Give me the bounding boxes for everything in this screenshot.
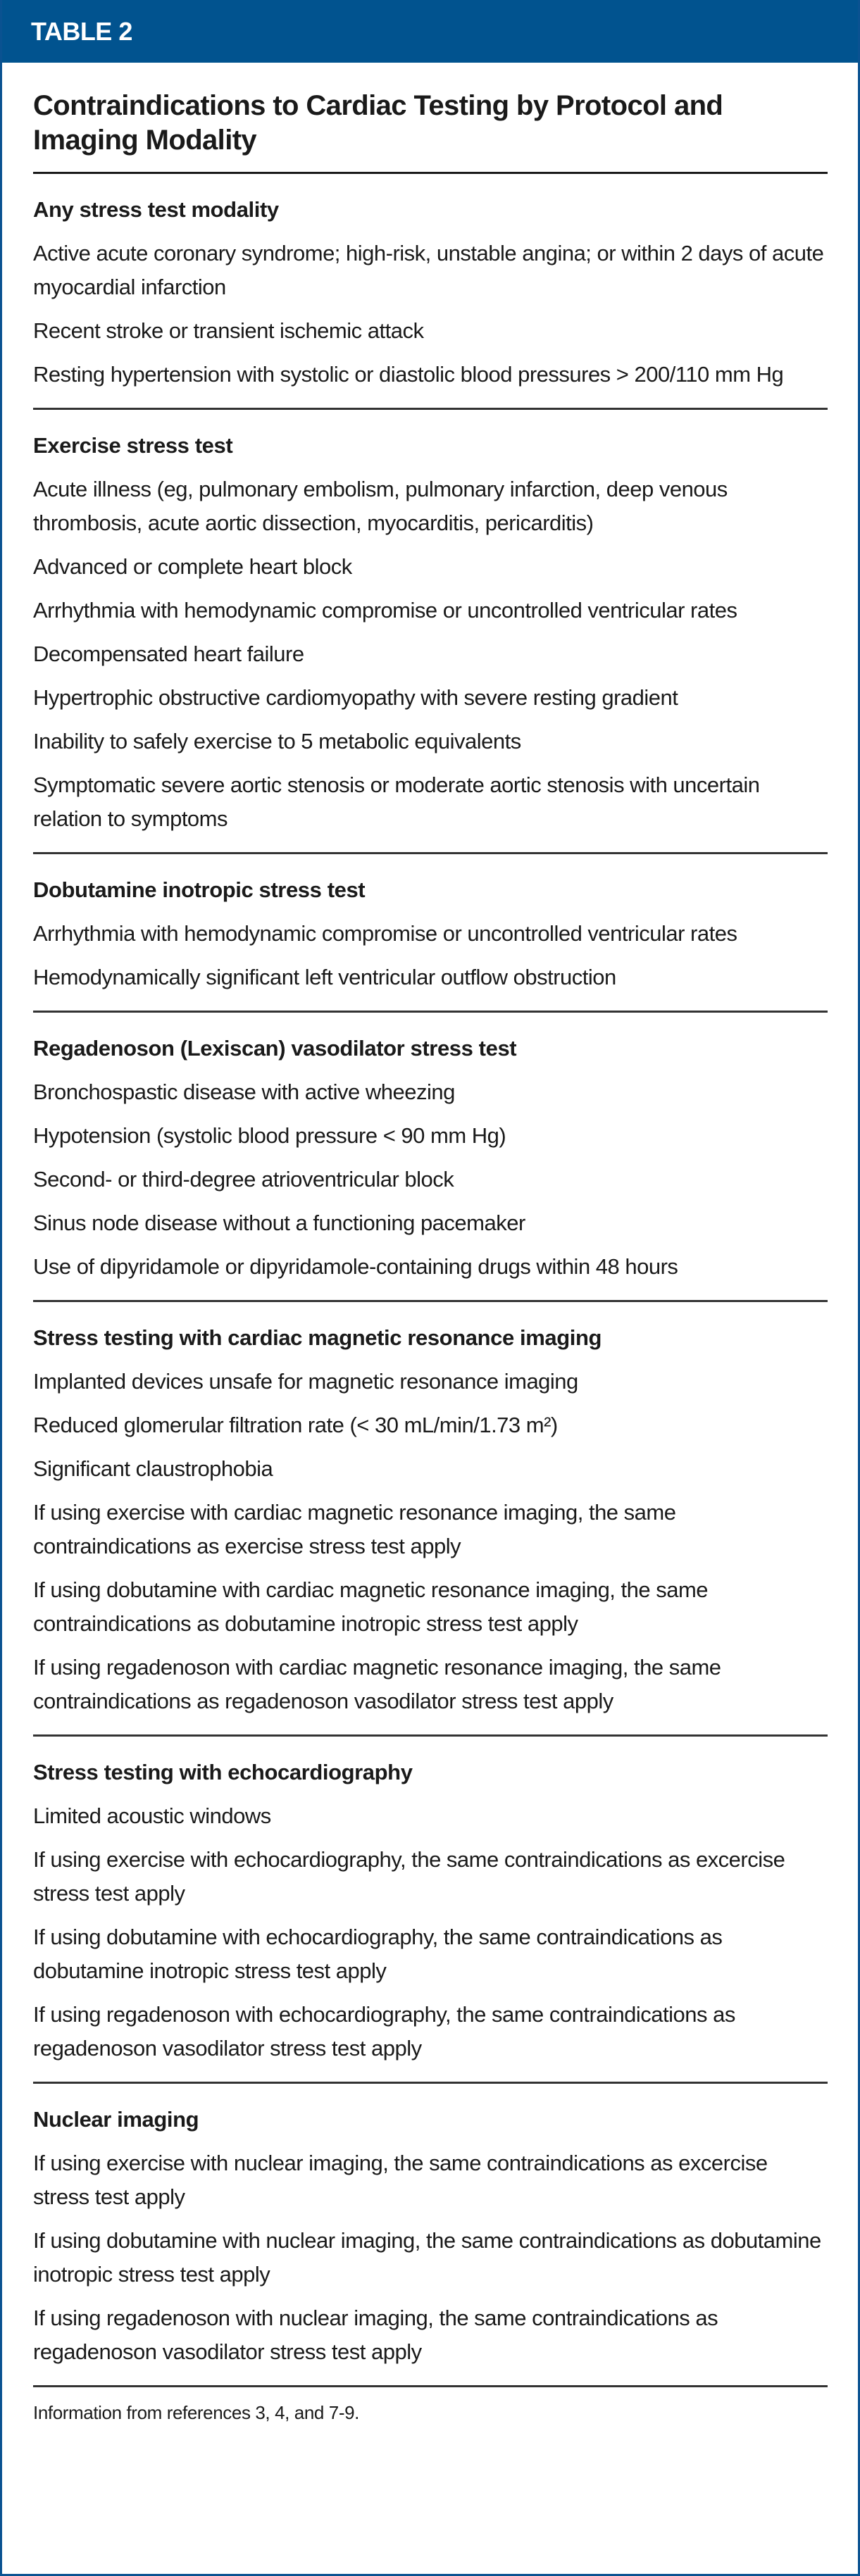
table-header-band: TABLE 2 — [2, 0, 858, 63]
table-section: Dobutamine inotropic stress test Arrhythm… — [33, 854, 828, 1013]
section-heading: Exercise stress test — [33, 433, 233, 458]
contraindication-item: If using regadenoson with cardiac magnet… — [33, 1655, 721, 1713]
contraindication-item: Resting hypertension with systolic or di… — [33, 362, 784, 387]
table-section: Nuclear imaging If using exercise with nu… — [33, 2084, 828, 2387]
contraindication-item: Bronchospastic disease with active wheez… — [33, 1080, 455, 1104]
contraindication-item: Active acute coronary syndrome; high-ris… — [33, 241, 824, 299]
section-list: Any stress test modality Active acute cor… — [33, 174, 828, 2387]
contraindication-item: If using regadenoson with nuclear imagin… — [33, 2306, 718, 2364]
table-section: Regadenoson (Lexiscan) vasodilator stres… — [33, 1013, 828, 1302]
contraindication-item: Arrhythmia with hemodynamic compromise o… — [33, 921, 737, 946]
table-content: Contraindications to Cardiac Testing by … — [2, 89, 858, 2427]
contraindication-item: Symptomatic severe aortic stenosis or mo… — [33, 773, 760, 831]
contraindication-item: Advanced or complete heart block — [33, 554, 352, 579]
section-heading: Dobutamine inotropic stress test — [33, 877, 366, 902]
contraindication-item: Second- or third-degree atrioventricular… — [33, 1167, 454, 1192]
contraindication-item: If using dobutamine with nuclear imaging… — [33, 2228, 821, 2287]
table-footnote: Information from references 3, 4, and 7-… — [33, 2402, 359, 2423]
contraindication-item: Recent stroke or transient ischemic atta… — [33, 318, 424, 343]
contraindication-item: Significant claustrophobia — [33, 1456, 273, 1481]
contraindication-item: If using dobutamine with echocardiograph… — [33, 1925, 723, 1983]
table-section: Stress testing with cardiac magnetic res… — [33, 1302, 828, 1737]
section-heading: Nuclear imaging — [33, 2107, 199, 2132]
contraindication-item: Arrhythmia with hemodynamic compromise o… — [33, 598, 737, 623]
contraindication-item: Limited acoustic windows — [33, 1803, 271, 1828]
contraindication-item: Sinus node disease without a functioning… — [33, 1211, 525, 1235]
section-heading: Stress testing with echocardiography — [33, 1760, 413, 1784]
contraindication-item: If using exercise with echocardiography,… — [33, 1847, 785, 1906]
contraindication-item: If using regadenoson with echocardiograp… — [33, 2002, 735, 2061]
table-section: Any stress test modality Active acute cor… — [33, 174, 828, 410]
contraindication-item: Inability to safely exercise to 5 metabo… — [33, 729, 521, 754]
contraindication-item: Hypertrophic obstructive cardiomyopathy … — [33, 685, 678, 710]
contraindication-item: If using exercise with nuclear imaging, … — [33, 2151, 768, 2209]
contraindication-item: Reduced glomerular filtration rate (< 30… — [33, 1413, 558, 1437]
contraindication-item: Decompensated heart failure — [33, 642, 304, 666]
table-label: TABLE 2 — [31, 16, 132, 46]
contraindication-item: Implanted devices unsafe for magnetic re… — [33, 1369, 578, 1394]
contraindication-item: Use of dipyridamole or dipyridamole-cont… — [33, 1254, 678, 1279]
table-section: Stress testing with echocardiography Limi… — [33, 1737, 828, 2084]
section-heading: Any stress test modality — [33, 197, 279, 222]
contraindication-item: If using dobutamine with cardiac magneti… — [33, 1577, 709, 1636]
contraindication-item: Hypotension (systolic blood pressure < 9… — [33, 1123, 506, 1148]
contraindication-item: Hemodynamically significant left ventric… — [33, 965, 616, 989]
contraindication-item: If using exercise with cardiac magnetic … — [33, 1500, 676, 1558]
section-heading: Regadenoson (Lexiscan) vasodilator stres… — [33, 1036, 517, 1061]
contraindication-item: Acute illness (eg, pulmonary embolism, p… — [33, 477, 728, 535]
table-section: Exercise stress test Acute illness (eg, p… — [33, 410, 828, 854]
section-heading: Stress testing with cardiac magnetic res… — [33, 1325, 602, 1350]
table-title: Contraindications to Cardiac Testing by … — [33, 89, 828, 174]
